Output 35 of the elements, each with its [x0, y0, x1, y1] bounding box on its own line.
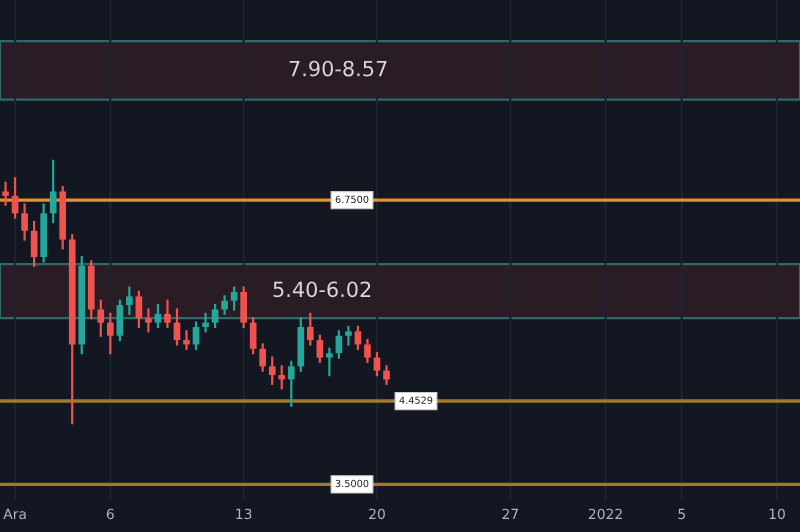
candlestick	[211, 304, 219, 329]
candlestick	[345, 325, 352, 346]
candlestick	[106, 312, 114, 355]
candlestick	[364, 338, 371, 364]
candlestick	[278, 365, 286, 390]
candlestick	[49, 159, 57, 224]
candlestick	[240, 286, 247, 329]
candlestick	[97, 299, 105, 337]
candlestick	[145, 308, 152, 333]
candlestick	[21, 203, 28, 241]
candlestick	[87, 260, 95, 320]
candlestick	[135, 290, 143, 329]
candlestick	[316, 334, 324, 364]
candlestick	[126, 286, 133, 315]
candlestick	[259, 343, 267, 372]
band-label: 5.40-6.02	[273, 281, 371, 298]
candlestick	[116, 299, 124, 342]
candlestick	[230, 286, 238, 311]
candlestick	[183, 330, 190, 350]
candlestick	[287, 360, 295, 407]
candlestick	[297, 317, 305, 372]
candlestick	[354, 325, 362, 350]
candlestick	[2, 181, 9, 206]
band-label: 7.90-8.57	[289, 60, 387, 77]
candlestick	[221, 295, 228, 315]
candlestick	[268, 356, 276, 385]
candlestick	[202, 312, 209, 333]
candlestick	[373, 352, 381, 377]
candlestick	[154, 304, 162, 329]
candlestick	[164, 299, 171, 329]
candlestick	[306, 312, 314, 346]
candlestick	[249, 317, 257, 355]
candlestick	[40, 203, 47, 263]
candlestick	[326, 347, 333, 377]
candlestick	[383, 365, 390, 385]
